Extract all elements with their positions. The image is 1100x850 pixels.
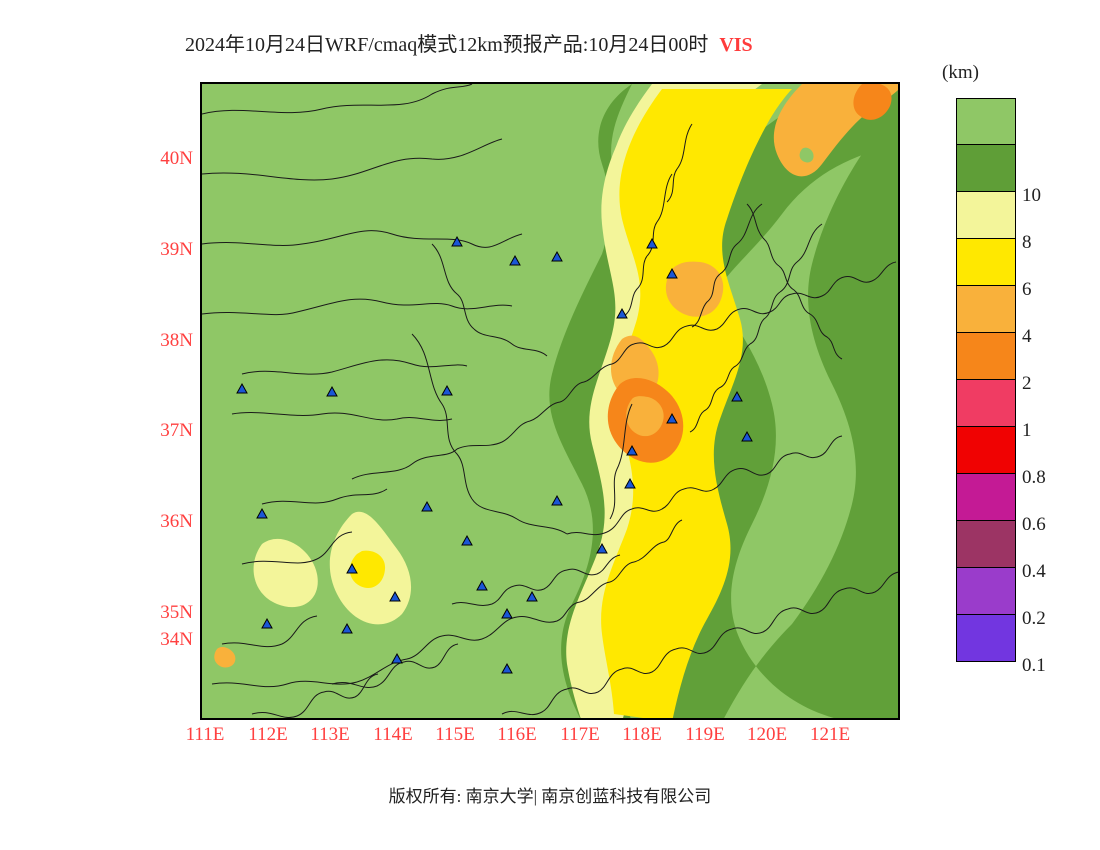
y-tick-0: 40N	[118, 148, 193, 170]
legend-swatch-6[interactable]	[956, 192, 1016, 239]
chart-title-text: 2024年10月24日WRF/cmaq模式12km预报产品:10月24日00时	[185, 34, 708, 56]
legend-unit-label: (km)	[942, 62, 979, 84]
chart-title: 2024年10月24日WRF/cmaq模式12km预报产品:10月24日00时 …	[185, 28, 753, 57]
legend-swatch-1[interactable]	[956, 333, 1016, 380]
y-tick-4: 36N	[118, 511, 193, 533]
legend-label-0-2: 0.2	[1022, 608, 1046, 630]
x-tick-3: 114E	[363, 724, 423, 746]
x-tick-10: 121E	[800, 724, 860, 746]
legend-label-6: 6	[1022, 279, 1032, 301]
x-tick-6: 117E	[550, 724, 610, 746]
y-tick-6: 34N	[118, 629, 193, 651]
legend-label-0-8: 0.8	[1022, 467, 1046, 489]
x-tick-9: 120E	[737, 724, 797, 746]
x-tick-7: 118E	[612, 724, 672, 746]
legend-label-8: 8	[1022, 232, 1032, 254]
legend-label-2: 2	[1022, 373, 1032, 395]
legend-swatch-0.6[interactable]	[956, 427, 1016, 474]
legend-swatch-0.8[interactable]	[956, 380, 1016, 427]
legend-label-4: 4	[1022, 326, 1032, 348]
legend-swatch-2[interactable]	[956, 286, 1016, 333]
legend-swatch-4[interactable]	[956, 239, 1016, 286]
legend-label-0-6: 0.6	[1022, 514, 1046, 536]
x-tick-2: 113E	[300, 724, 360, 746]
y-tick-1: 39N	[118, 239, 193, 261]
y-tick-5: 35N	[118, 602, 193, 624]
legend-swatch-0.4[interactable]	[956, 474, 1016, 521]
map-canvas[interactable]	[200, 82, 900, 720]
x-tick-1: 112E	[238, 724, 298, 746]
legend-swatch-8[interactable]	[956, 145, 1016, 192]
legend-swatch-0.1[interactable]	[956, 568, 1016, 615]
legend-label-10: 10	[1022, 185, 1041, 207]
x-tick-5: 116E	[487, 724, 547, 746]
x-tick-4: 115E	[425, 724, 485, 746]
footer-copyright: 版权所有: 南京大学| 南京创蓝科技有限公司	[0, 782, 1100, 807]
legend-swatch-0.2[interactable]	[956, 521, 1016, 568]
legend-label-0-4: 0.4	[1022, 561, 1046, 583]
legend-swatch-10[interactable]	[956, 98, 1016, 145]
x-tick-8: 119E	[675, 724, 735, 746]
y-tick-2: 38N	[118, 330, 193, 352]
legend-label-1: 1	[1022, 420, 1032, 442]
legend-label-0-1: 0.1	[1022, 655, 1046, 677]
contour-map-svg	[202, 84, 900, 720]
legend-swatch-bottom[interactable]	[956, 615, 1016, 662]
x-tick-0: 111E	[175, 724, 235, 746]
y-tick-3: 37N	[118, 420, 193, 442]
vis-tag-text: VIS	[719, 34, 752, 56]
legend-colorbar[interactable]	[956, 98, 1016, 662]
